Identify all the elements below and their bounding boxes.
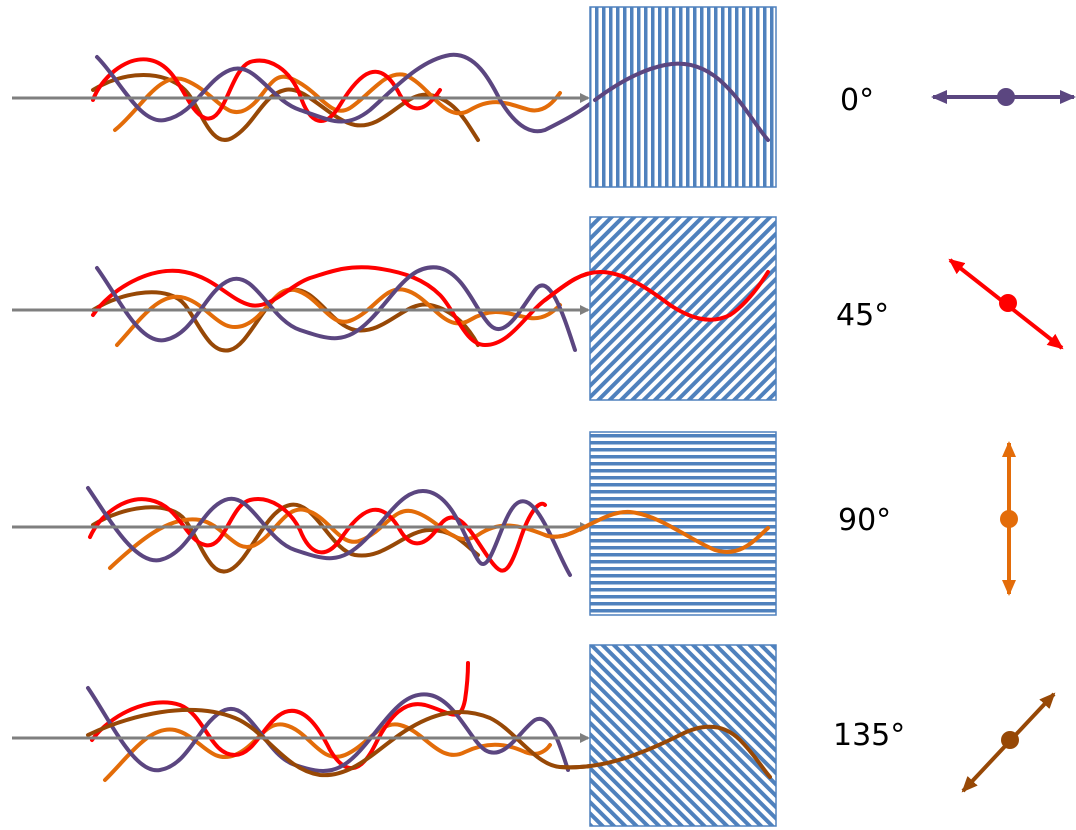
diagonal-up-double-arrow-icon xyxy=(961,692,1056,793)
transmitted-red-wave xyxy=(543,269,770,322)
angle-label: 45° xyxy=(836,298,889,333)
red-wave xyxy=(91,57,442,123)
row-90-degrees: 90° xyxy=(12,431,1018,616)
vertical-double-arrow-icon xyxy=(1000,441,1018,596)
purple-wave xyxy=(86,486,572,577)
transmitted-brown-wave xyxy=(558,724,772,779)
transmitted-purple-wave xyxy=(593,61,770,142)
horizontal-double-arrow-icon xyxy=(931,88,1076,106)
transmitted-orange-wave xyxy=(543,509,770,554)
polarizing-filter xyxy=(589,431,777,616)
polarizing-filter xyxy=(589,216,777,401)
polarizing-filter xyxy=(589,6,777,188)
angle-label: 90° xyxy=(838,503,891,538)
row-0-degrees: 0° xyxy=(12,6,1076,188)
orange-wave xyxy=(115,287,562,347)
angle-label: 0° xyxy=(840,83,874,118)
angle-label: 135° xyxy=(833,718,905,753)
row-135-degrees: 135° xyxy=(12,644,1056,827)
purple-wave xyxy=(86,686,570,773)
diagonal-down-double-arrow-icon xyxy=(948,258,1064,350)
row-45-degrees: 45° xyxy=(12,216,1064,401)
